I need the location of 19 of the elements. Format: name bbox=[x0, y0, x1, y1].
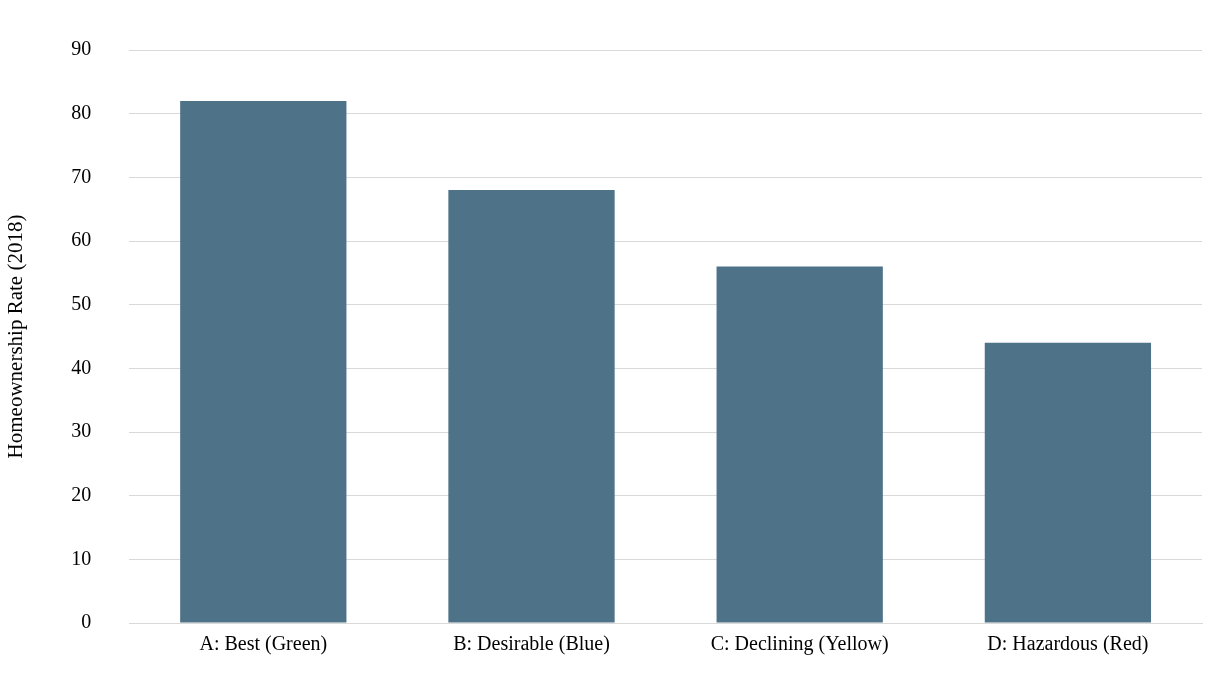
y-tick-label: 90 bbox=[71, 37, 92, 60]
y-tick-label: 10 bbox=[71, 546, 92, 569]
y-tick-label: 20 bbox=[71, 482, 92, 505]
y-tick-label: 60 bbox=[71, 228, 92, 251]
y-axis-title: Homeownership Rate (2018) bbox=[3, 214, 28, 459]
x-tick-label: A: Best (Green) bbox=[199, 632, 328, 656]
x-tick-label: B: Desirable (Blue) bbox=[453, 632, 610, 656]
y-tick-label: 40 bbox=[71, 355, 92, 378]
bar bbox=[180, 100, 347, 623]
x-tick-label: D: Hazardous (Red) bbox=[987, 632, 1149, 656]
x-tick-label: C: Declining (Yellow) bbox=[710, 632, 889, 656]
bar bbox=[448, 190, 615, 623]
y-tick-label: 70 bbox=[71, 164, 92, 187]
y-tick-label: 50 bbox=[71, 291, 92, 314]
y-tick-label: 30 bbox=[71, 419, 92, 442]
bar bbox=[716, 266, 883, 623]
y-tick-label: 80 bbox=[71, 100, 92, 123]
bar bbox=[984, 342, 1152, 623]
y-tick-label: 0 bbox=[81, 610, 92, 633]
